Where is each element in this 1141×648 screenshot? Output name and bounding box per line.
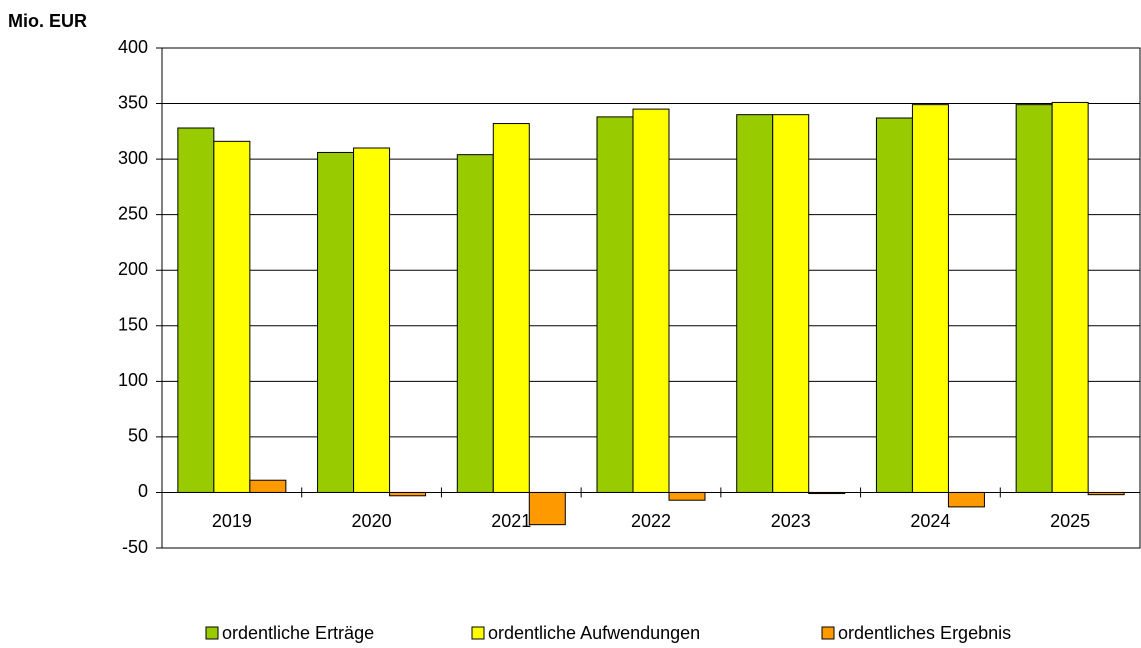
y-tick-label: 200	[118, 259, 148, 279]
y-tick-label: 250	[118, 203, 148, 223]
bar	[317, 151, 355, 493]
bar	[772, 114, 810, 493]
bar	[1051, 101, 1089, 493]
y-tick-label: 150	[118, 315, 148, 335]
bar	[177, 127, 215, 493]
bar	[249, 479, 287, 493]
bar	[353, 147, 391, 493]
x-tick-label: 2025	[1050, 511, 1090, 531]
bar	[875, 117, 913, 493]
x-tick-label: 2019	[212, 511, 252, 531]
bar	[668, 491, 706, 501]
legend-label: ordentliche Aufwendungen	[488, 623, 700, 643]
y-tick-label: 300	[118, 148, 148, 168]
bar	[947, 491, 985, 508]
y-tick-label: -50	[122, 537, 148, 557]
y-tick-label: 100	[118, 370, 148, 390]
bar	[736, 114, 774, 493]
bar	[492, 123, 530, 493]
x-tick-label: 2022	[631, 511, 671, 531]
y-tick-label: 0	[138, 481, 148, 501]
bar	[1015, 104, 1053, 493]
bar	[456, 154, 494, 493]
bar	[911, 104, 949, 493]
x-tick-label: 2021	[491, 511, 531, 531]
y-tick-label: 50	[128, 426, 148, 446]
legend-swatch	[821, 626, 835, 640]
bar	[596, 116, 634, 493]
x-tick-label: 2024	[910, 511, 950, 531]
legend-swatch	[205, 626, 219, 640]
bar	[632, 108, 670, 493]
y-tick-label: 400	[118, 37, 148, 57]
bar	[213, 140, 251, 493]
legend-swatch	[471, 626, 485, 640]
x-tick-label: 2023	[771, 511, 811, 531]
legend-label: ordentliches Ergebnis	[838, 623, 1011, 643]
legend-label: ordentliche Erträge	[222, 623, 374, 643]
y-axis-label: Mio. EUR	[8, 11, 87, 31]
bar	[528, 491, 566, 526]
y-tick-label: 350	[118, 92, 148, 112]
x-tick-label: 2020	[352, 511, 392, 531]
